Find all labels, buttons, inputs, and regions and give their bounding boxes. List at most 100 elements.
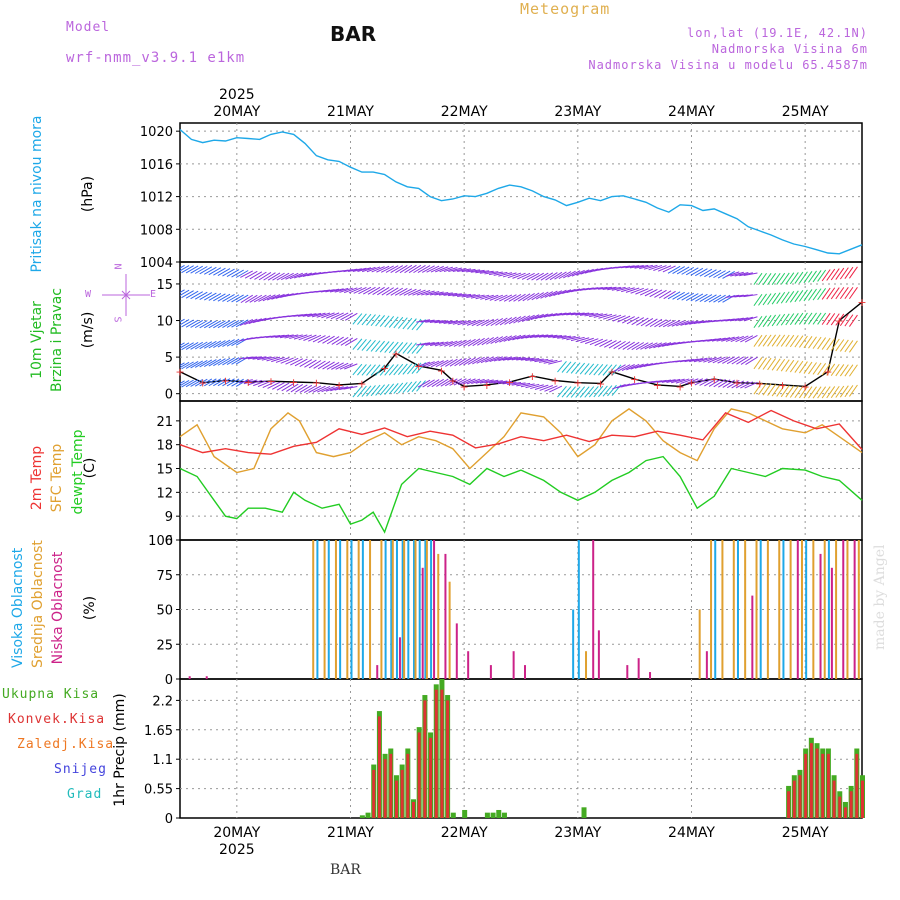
wind-arrow (826, 313, 836, 326)
model-label: Model (66, 20, 111, 35)
wind-arrow (361, 385, 372, 397)
wind-arrow (366, 364, 376, 376)
y-tick-label: 1008 (140, 223, 173, 238)
wind-arrow (529, 358, 544, 362)
wind-arrow (767, 383, 777, 396)
wind-arrow (434, 341, 449, 347)
wind-gust-marker: + (835, 315, 844, 328)
wind-arrow (348, 268, 362, 272)
cloud-bar-1 (744, 540, 747, 679)
wind-arrow (711, 337, 726, 342)
wind-arrow (799, 335, 808, 348)
y-tick-label: 15 (156, 463, 173, 478)
wind-arrow (780, 291, 790, 304)
wind-arrow (675, 378, 690, 384)
wind-arrow (443, 320, 458, 324)
wind-arrow (185, 319, 199, 328)
elevation: Nadmorska Visina 6m (711, 42, 868, 56)
cloud-bar-0 (782, 540, 785, 679)
wind-arrow (261, 356, 276, 361)
wind-arrow (517, 272, 531, 280)
wind-arrow (203, 266, 217, 275)
wind-arrow (681, 266, 695, 275)
precip-legend-snow: Snijeg (54, 762, 107, 777)
wind-arrow (547, 334, 562, 338)
wind-arrow (539, 385, 554, 391)
wind-arrow (558, 271, 572, 280)
wind-arrow (222, 339, 235, 348)
cloud-bar-0 (805, 540, 808, 679)
wind-arrow (821, 337, 831, 350)
wind-arrow (231, 378, 244, 387)
y-tick-label: 100 (148, 534, 173, 549)
cloud-bar-1 (846, 540, 849, 679)
wind-arrow (303, 334, 317, 341)
cloud-bar-2 (205, 676, 208, 679)
wind-arrow (426, 265, 440, 273)
wind-arrow (826, 338, 836, 351)
wind-arrow (252, 356, 267, 360)
wind-arrow (213, 378, 226, 387)
wind-arrow (258, 272, 272, 281)
wind-arrow (634, 363, 649, 369)
cloud-bar-1 (732, 540, 735, 679)
wind-arrow (361, 364, 372, 376)
wind-arrow (561, 386, 572, 398)
cloud-bar-1 (823, 540, 826, 679)
wind-arrow (390, 287, 404, 296)
y-tick-label: 25 (156, 638, 173, 653)
wind-arrow (222, 320, 235, 329)
wind-arrow (812, 270, 822, 283)
cloud-bar-2 (626, 665, 629, 679)
wind-arrow (294, 358, 308, 367)
wind-arrow (272, 382, 285, 390)
cloud-bar-0 (395, 540, 398, 679)
wind-arrow (484, 271, 499, 275)
wind-arrow (208, 358, 222, 367)
wind-gust-marker: + (710, 373, 719, 386)
wind-arrow (275, 357, 290, 363)
wind-arrow (445, 358, 458, 367)
cloud-bar-1 (414, 540, 417, 679)
cloud-bar-1 (812, 540, 815, 679)
wind-arrow (352, 313, 363, 325)
wind-arrow (404, 264, 417, 274)
wind-arrow (730, 271, 744, 277)
wind-arrow (462, 320, 476, 326)
wind-arrow (180, 265, 190, 272)
wind-arrow (625, 265, 640, 269)
wind-arrow (844, 314, 854, 327)
date-label-top: 24MAY (668, 104, 715, 120)
wind-arrow (511, 357, 526, 361)
cloud-bar-1 (721, 540, 724, 679)
precip-bar-1 (400, 769, 404, 818)
wind-arrow (713, 270, 726, 279)
wind-arrow (575, 337, 590, 343)
wind-arrow (339, 363, 353, 370)
wind-arrow (194, 378, 208, 387)
wind-arrow (439, 340, 453, 347)
wind-arrow (372, 286, 385, 296)
precip-bar-1 (826, 753, 830, 818)
wind-arrow (226, 294, 240, 303)
wind-arrow (386, 287, 399, 296)
wind-arrow (794, 360, 804, 373)
wind-arrow (570, 362, 581, 374)
wind-arrow (502, 272, 517, 278)
wind-arrow (388, 341, 399, 354)
wind-arrow (471, 378, 485, 385)
wind-arrow (345, 337, 358, 347)
wind-arrow (322, 361, 335, 370)
wind-arrow (185, 290, 199, 299)
precip-bar-1 (861, 780, 864, 818)
wind-arrow (740, 335, 754, 343)
wind-arrow (662, 265, 676, 273)
y-tick-label: 0 (165, 812, 173, 827)
wind-arrow (222, 294, 235, 302)
precip-bar-1 (832, 780, 836, 818)
wind-arrow (334, 287, 349, 293)
wind-arrow (588, 363, 599, 376)
wind-arrow (612, 315, 626, 322)
cloud-bar-2 (830, 567, 833, 679)
wind-arrow (631, 317, 645, 326)
